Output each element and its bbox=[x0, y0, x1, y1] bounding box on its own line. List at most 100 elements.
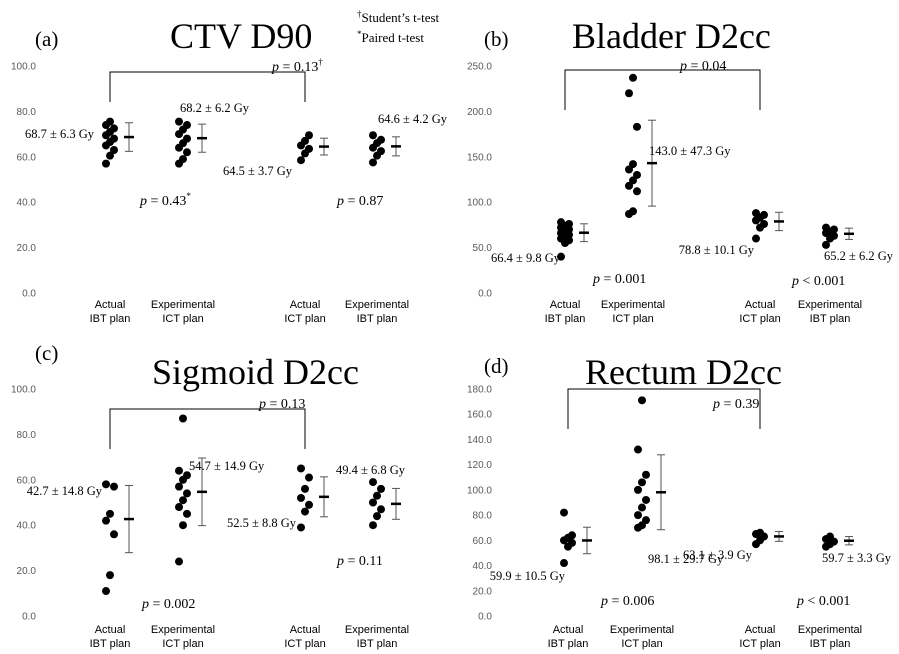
data-point bbox=[822, 240, 830, 249]
x-category-label-line1: Experimental bbox=[151, 624, 215, 636]
series-3: 59.7 ± 3.3 Gy bbox=[822, 532, 892, 565]
data-point bbox=[110, 134, 118, 143]
mean-sd-label: 49.4 ± 6.8 Gy bbox=[336, 463, 406, 477]
x-category-label-line2: IBT plan bbox=[90, 638, 131, 650]
data-point bbox=[633, 122, 641, 131]
x-category-label-line2: IBT plan bbox=[810, 638, 851, 650]
panel-label: (b) bbox=[484, 27, 509, 51]
data-point bbox=[377, 147, 385, 156]
mean-sd-label: 78.8 ± 10.1 Gy bbox=[679, 243, 755, 257]
mean-sd-label: 64.5 ± 3.7 Gy bbox=[223, 164, 293, 178]
data-point bbox=[760, 210, 768, 219]
data-point bbox=[179, 521, 187, 530]
y-tick-label: 40.0 bbox=[17, 521, 37, 532]
x-category-label-line2: ICT plan bbox=[162, 313, 203, 325]
y-tick-label: 80.0 bbox=[473, 511, 493, 522]
mean-sd-label: 68.2 ± 6.2 Gy bbox=[180, 101, 250, 115]
data-point bbox=[830, 225, 838, 234]
y-tick-label: 100.0 bbox=[11, 62, 36, 73]
mean-sd-label: 63.1 ± 3.9 Gy bbox=[683, 548, 753, 562]
comparison-bracket bbox=[567, 388, 761, 429]
x-category-label-line2: IBT plan bbox=[548, 638, 589, 650]
data-point bbox=[756, 528, 764, 537]
p-value-label: p = 0.43* bbox=[139, 191, 191, 209]
data-point bbox=[305, 473, 313, 482]
data-point bbox=[106, 571, 114, 580]
x-category-label-line1: Actual bbox=[95, 299, 126, 311]
data-point bbox=[377, 484, 385, 493]
y-tick-label: 50.0 bbox=[473, 243, 493, 254]
panel-label: (d) bbox=[484, 354, 509, 378]
series-1: 98.1 ± 29.7 Gy bbox=[634, 396, 724, 566]
data-point bbox=[297, 493, 305, 502]
p-value-label: p < 0.001 bbox=[796, 594, 850, 609]
mean-sd-label: 42.7 ± 14.8 Gy bbox=[27, 484, 103, 498]
data-point bbox=[110, 530, 118, 539]
data-point bbox=[638, 396, 646, 405]
panel-0: (a) CTV D90 0.0 20.0 40.0 60.0 80.0 100.0 Actual… bbox=[11, 16, 448, 325]
data-point bbox=[175, 117, 183, 126]
x-category-label-line1: Actual bbox=[95, 624, 126, 636]
x-category-label-line1: Actual bbox=[745, 624, 776, 636]
comparison-bracket bbox=[109, 408, 306, 449]
data-point bbox=[183, 134, 191, 143]
data-point bbox=[752, 234, 760, 243]
data-point bbox=[642, 470, 650, 479]
x-category-label-line2: ICT plan bbox=[284, 313, 325, 325]
data-point bbox=[369, 478, 377, 487]
chart-title: CTV D90 bbox=[170, 16, 312, 56]
data-point bbox=[642, 495, 650, 504]
y-tick-label: 80.0 bbox=[17, 107, 37, 118]
data-point bbox=[373, 491, 381, 500]
series-1: 68.2 ± 6.2 Gy bbox=[175, 101, 250, 168]
data-point bbox=[642, 516, 650, 525]
chart-title: Sigmoid D2cc bbox=[152, 352, 359, 392]
y-tick-label: 100.0 bbox=[467, 198, 492, 209]
data-point bbox=[568, 531, 576, 540]
chart-title: Rectum D2cc bbox=[585, 352, 782, 392]
p-value-label: p = 0.006 bbox=[600, 594, 654, 609]
series-1: 54.7 ± 14.9 Gy bbox=[175, 414, 265, 566]
data-point bbox=[297, 156, 305, 165]
x-category-label-line2: IBT plan bbox=[810, 313, 851, 325]
data-point bbox=[633, 170, 641, 179]
data-point bbox=[369, 521, 377, 530]
data-point bbox=[369, 158, 377, 167]
data-point bbox=[297, 464, 305, 473]
y-tick-label: 20.0 bbox=[17, 566, 37, 577]
data-point bbox=[305, 500, 313, 509]
data-point bbox=[106, 509, 114, 518]
x-category-label-line2: IBT plan bbox=[545, 313, 586, 325]
data-point bbox=[752, 209, 760, 218]
mean-sd-label: 143.0 ± 47.3 Gy bbox=[649, 144, 731, 158]
y-tick-label: 120.0 bbox=[467, 460, 492, 471]
y-tick-label: 150.0 bbox=[467, 152, 492, 163]
data-point bbox=[760, 219, 768, 228]
data-point bbox=[102, 480, 110, 489]
x-category-label-line1: Experimental bbox=[345, 299, 409, 311]
series-0: 59.9 ± 10.5 Gy bbox=[490, 508, 592, 583]
data-point bbox=[633, 187, 641, 196]
y-tick-label: 0.0 bbox=[22, 289, 36, 300]
y-tick-label: 0.0 bbox=[478, 612, 492, 623]
x-category-label-line2: ICT plan bbox=[739, 313, 780, 325]
data-point bbox=[110, 145, 118, 154]
data-point bbox=[377, 505, 385, 514]
y-tick-label: 20.0 bbox=[473, 586, 493, 597]
x-category-label-line2: IBT plan bbox=[357, 313, 398, 325]
mean-sd-label: 54.7 ± 14.9 Gy bbox=[189, 459, 265, 473]
mean-sd-label: 65.2 ± 6.2 Gy bbox=[824, 249, 894, 263]
data-point bbox=[175, 503, 183, 512]
y-tick-label: 20.0 bbox=[17, 243, 37, 254]
data-point bbox=[297, 523, 305, 532]
series-0: 42.7 ± 14.8 Gy bbox=[27, 480, 134, 596]
data-point bbox=[822, 223, 830, 232]
data-point bbox=[634, 445, 642, 454]
series-2: 78.8 ± 10.1 Gy bbox=[679, 209, 784, 257]
p-value-label: p = 0.13 bbox=[258, 397, 305, 412]
x-category-label-line2: ICT plan bbox=[284, 638, 325, 650]
comparison-bracket bbox=[564, 69, 761, 110]
data-point bbox=[175, 557, 183, 566]
y-tick-label: 60.0 bbox=[17, 152, 37, 163]
data-point bbox=[102, 587, 110, 596]
